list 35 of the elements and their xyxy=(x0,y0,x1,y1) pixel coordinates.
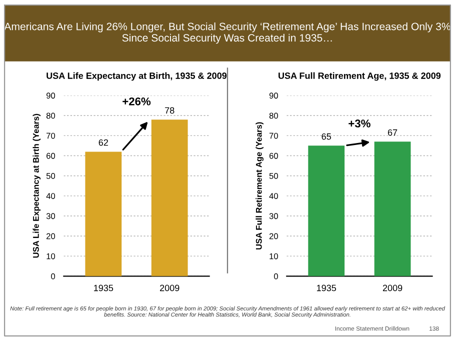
data-label: 67 xyxy=(388,129,398,136)
y-tick-label: 40 xyxy=(269,193,278,199)
chart-title: USA Life Expectancy at Birth, 1935 & 2009 xyxy=(46,72,227,81)
y-tick-label: 90 xyxy=(269,92,278,99)
y-tick-label: 20 xyxy=(269,233,278,240)
y-axis-title: USA Life Expectancy at Birth (Years) xyxy=(32,114,41,258)
x-tick-label: 2009 xyxy=(382,284,402,292)
y-tick-label: 10 xyxy=(46,253,56,260)
y-axis-title: USA Full Retirement Age (Years) xyxy=(256,122,264,250)
y-tick-label: 70 xyxy=(46,132,56,139)
y-tick-label: 10 xyxy=(270,253,278,260)
annotation: +26% xyxy=(122,97,151,106)
y-tick-label: 90 xyxy=(46,92,56,99)
data-label: 65 xyxy=(322,133,331,140)
chart-title: USA Full Retirement Age, 1935 & 2009 xyxy=(278,72,441,81)
x-tick-label: 1935 xyxy=(94,284,114,292)
annotation: +3% xyxy=(348,120,370,128)
x-tick-label: 2009 xyxy=(160,284,180,292)
y-tick-label: 50 xyxy=(269,173,278,179)
y-tick-label: 60 xyxy=(269,152,278,159)
data-label: 78 xyxy=(165,107,174,114)
y-tick-label: 80 xyxy=(269,112,278,119)
y-tick-label: 20 xyxy=(46,233,56,240)
y-tick-label: 80 xyxy=(46,112,56,119)
y-tick-label: 50 xyxy=(46,173,56,179)
y-tick-label: 0 xyxy=(51,273,56,280)
y-tick-label: 30 xyxy=(46,213,56,220)
text: Americans Are Living 26% Longer, But Social Security ‘Retirement Age’ Has Increased Only 3% Since Social Security Was Created in 1935… xyxy=(4,22,450,44)
y-tick-label: 60 xyxy=(46,152,56,159)
y-tick-label: 30 xyxy=(269,213,278,220)
y-tick-label: 0 xyxy=(274,273,278,280)
y-tick-label: 70 xyxy=(269,132,278,139)
data-label: 62 xyxy=(98,139,108,146)
y-tick-label: 40 xyxy=(46,193,56,199)
x-tick-label: 1935 xyxy=(317,284,336,292)
